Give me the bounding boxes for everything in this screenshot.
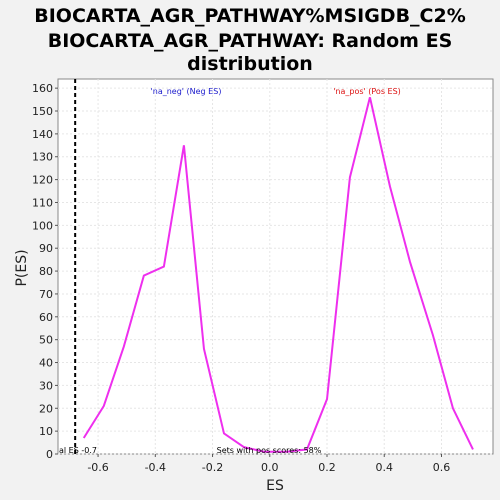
chart-title-line-3: distribution <box>187 53 313 75</box>
x-tick-label: 0.6 <box>433 461 451 474</box>
y-tick-label: 90 <box>39 242 53 255</box>
x-tick-label: 0.2 <box>318 461 336 474</box>
y-tick-label: 60 <box>39 311 53 324</box>
y-tick-label: 20 <box>39 402 53 415</box>
y-tick-label: 50 <box>39 334 53 347</box>
y-axis-label: P(ES) <box>14 249 30 286</box>
pos-scores-label: Sets with pos scores: 58% <box>217 446 322 455</box>
x-tick-label: -0.2 <box>202 461 223 474</box>
y-tick-label: 10 <box>39 425 53 438</box>
pos-es-label: 'na_pos' (Pos ES) <box>333 87 401 96</box>
y-tick-label: 110 <box>32 196 53 209</box>
series-line <box>82 97 474 453</box>
y-tick-label: 130 <box>32 151 53 164</box>
y-tick-label: 120 <box>32 174 53 187</box>
neg-es-label: 'na_neg' (Neg ES) <box>151 87 222 96</box>
x-tick-label: -0.4 <box>145 461 166 474</box>
y-tick-label: 40 <box>39 357 53 370</box>
plot-area <box>57 78 494 455</box>
y-tick-label: 140 <box>32 128 53 141</box>
chart-title-line-2: BIOCARTA_AGR_PATHWAY: Random ES <box>48 30 453 52</box>
x-tick-label: 0.0 <box>261 461 279 474</box>
x-tick-label: -0.6 <box>87 461 108 474</box>
axis-ticks: 0 10 20 30 40 50 60 70 80 90 100 110 120 130 140 150 160… <box>32 82 450 474</box>
x-tick-label: 0.4 <box>376 461 394 474</box>
y-tick-label: 150 <box>32 105 53 118</box>
chart-title-line-1: BIOCARTA_AGR_PATHWAY%MSIGDB_C2% <box>34 5 466 27</box>
y-tick-label: 100 <box>32 219 53 232</box>
y-tick-label: 30 <box>39 379 53 392</box>
actual-es-label: al ES -0.7 <box>59 446 97 455</box>
y-tick-label: 160 <box>32 82 53 95</box>
y-tick-label: 0 <box>46 448 53 461</box>
y-tick-label: 80 <box>39 265 53 278</box>
y-tick-label: 70 <box>39 288 53 301</box>
x-axis-label: ES <box>266 478 284 494</box>
